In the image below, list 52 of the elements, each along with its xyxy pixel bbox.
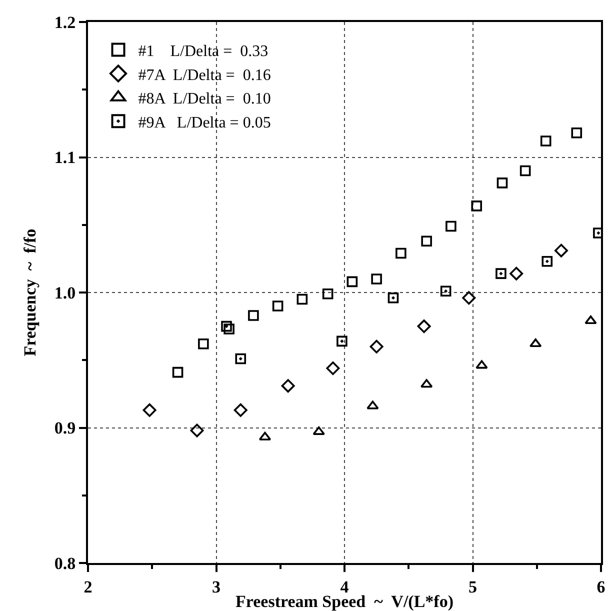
point <box>322 288 334 300</box>
point <box>542 256 553 267</box>
point <box>370 340 384 354</box>
point <box>281 379 295 393</box>
y-tick-label: 1.1 <box>54 148 76 168</box>
y-tick-label: 0.8 <box>54 554 76 573</box>
x-tick-label: 3 <box>212 577 220 596</box>
point <box>421 236 432 247</box>
point <box>540 136 552 146</box>
point <box>496 268 506 279</box>
point <box>366 400 379 410</box>
x-tick-label: 6 <box>596 577 606 596</box>
point <box>235 353 246 364</box>
point <box>336 336 348 347</box>
point <box>221 320 232 332</box>
legend-label: #7A L/Delta = 0.16 <box>138 66 271 84</box>
point <box>440 286 452 297</box>
point <box>496 178 508 188</box>
point <box>234 403 248 417</box>
x-tick-label: 5 <box>468 577 477 596</box>
x-tick-label: 2 <box>84 577 92 596</box>
y-tick-label: 1.2 <box>54 12 76 32</box>
point <box>296 294 308 305</box>
point <box>198 338 209 350</box>
point <box>371 274 382 284</box>
point <box>417 320 431 334</box>
legend-label: #9A L/Delta = 0.05 <box>138 114 271 132</box>
point <box>584 316 597 324</box>
point <box>224 324 234 334</box>
point <box>172 366 184 378</box>
point <box>471 200 482 212</box>
point <box>272 300 284 312</box>
y-tick-label: 0.9 <box>54 418 76 438</box>
point <box>476 360 488 369</box>
point <box>388 292 399 304</box>
point <box>554 244 568 258</box>
point <box>326 361 340 375</box>
point <box>142 403 156 417</box>
legend-label: #8A L/Delta = 0.10 <box>138 90 271 108</box>
point <box>446 220 456 232</box>
y-axis-title: Frequency ~ f/fo <box>20 228 40 356</box>
point <box>248 310 259 321</box>
point <box>510 266 524 280</box>
point <box>312 426 325 435</box>
point <box>190 424 204 438</box>
point <box>520 165 531 176</box>
point <box>396 248 406 259</box>
point <box>346 276 358 288</box>
point <box>462 291 476 305</box>
legend-label: #1 L/Delta = 0.33 <box>138 42 268 60</box>
point <box>571 128 582 138</box>
y-tick-label: 1.0 <box>54 283 76 302</box>
